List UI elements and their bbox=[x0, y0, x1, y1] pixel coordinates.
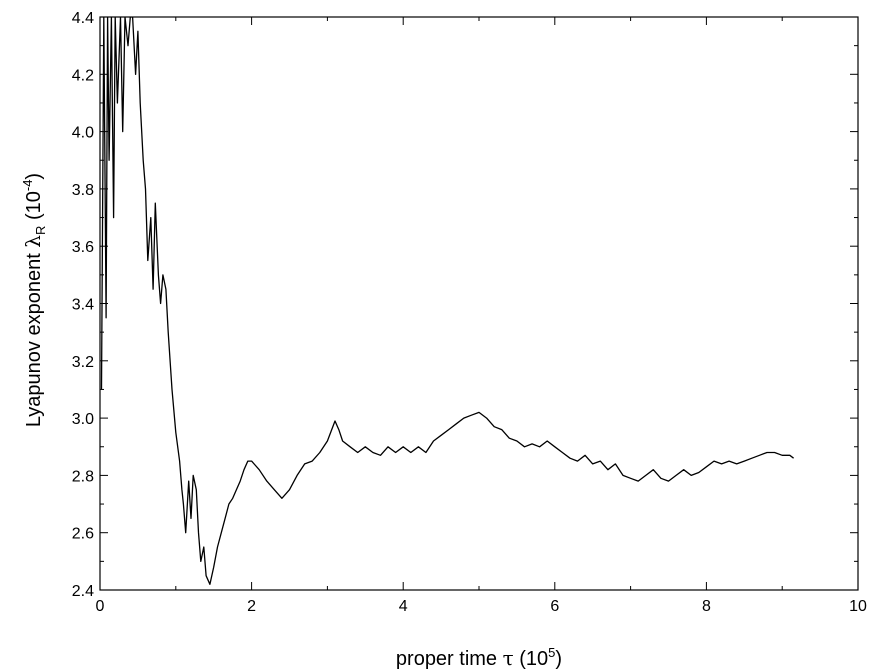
x-tick-labels: 0 2 4 6 8 10 bbox=[96, 598, 867, 615]
y-tick-label: 2.8 bbox=[72, 468, 94, 485]
x-tick-label: 4 bbox=[399, 598, 408, 615]
y-axis-label: Lyapunov exponent λR (10-4) bbox=[20, 173, 48, 427]
y-tick-label: 4.0 bbox=[72, 125, 94, 142]
y-tick-label: 2.6 bbox=[72, 526, 94, 543]
x-axis-label: proper time τ (105) bbox=[396, 645, 562, 670]
x-tick-label: 2 bbox=[247, 598, 256, 615]
y-tick-label: 2.4 bbox=[72, 583, 94, 600]
x-tick-label: 8 bbox=[702, 598, 711, 615]
plot-frame bbox=[99, 16, 859, 591]
y-tick-label: 3.0 bbox=[72, 411, 94, 428]
y-tick-label: 3.4 bbox=[72, 297, 94, 314]
series-line-0 bbox=[100, 17, 794, 585]
x-tick-label: 10 bbox=[849, 598, 867, 615]
x-tick-label: 0 bbox=[96, 598, 105, 615]
y-tick-label: 3.2 bbox=[72, 354, 94, 371]
series-layer bbox=[100, 17, 794, 585]
y-tick-label: 3.8 bbox=[72, 182, 94, 199]
y-tick-label: 4.2 bbox=[72, 67, 94, 84]
x-tick-label: 6 bbox=[550, 598, 559, 615]
y-tick-label: 4.4 bbox=[72, 10, 94, 27]
y-tick-labels: 2.4 2.6 2.8 3.0 3.2 3.4 3.6 3.8 4.0 4.2 4.4 bbox=[72, 10, 94, 600]
y-tick-label: 3.6 bbox=[72, 239, 94, 256]
